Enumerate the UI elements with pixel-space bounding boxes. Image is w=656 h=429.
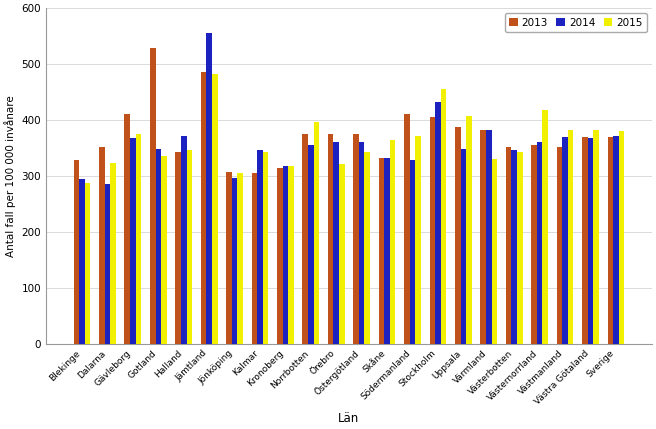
- Bar: [155, 149, 161, 344]
- Bar: [283, 166, 288, 344]
- Bar: [207, 33, 212, 344]
- Legend: 2013, 2014, 2015: 2013, 2014, 2015: [505, 13, 647, 32]
- Bar: [130, 139, 136, 344]
- Bar: [105, 184, 110, 344]
- Bar: [99, 147, 105, 344]
- Bar: [619, 131, 625, 344]
- Bar: [226, 172, 232, 344]
- Bar: [232, 178, 237, 344]
- Bar: [85, 183, 91, 344]
- Bar: [537, 142, 543, 344]
- Bar: [110, 163, 116, 344]
- Bar: [125, 114, 130, 344]
- Bar: [252, 173, 257, 344]
- Bar: [181, 136, 186, 344]
- Bar: [557, 147, 562, 344]
- Bar: [593, 130, 599, 344]
- Bar: [491, 159, 497, 344]
- Bar: [430, 117, 435, 344]
- Bar: [359, 142, 365, 344]
- Bar: [277, 168, 283, 344]
- Bar: [480, 130, 486, 344]
- Bar: [379, 158, 384, 344]
- Bar: [237, 173, 243, 344]
- Bar: [314, 122, 319, 344]
- Bar: [607, 137, 613, 344]
- Bar: [390, 139, 396, 344]
- Bar: [354, 134, 359, 344]
- Bar: [415, 136, 421, 344]
- Bar: [441, 89, 446, 344]
- Y-axis label: Antal fall per 100 000 invånare: Antal fall per 100 000 invånare: [4, 95, 16, 257]
- Bar: [161, 157, 167, 344]
- Bar: [136, 134, 141, 344]
- Bar: [568, 130, 573, 344]
- Bar: [263, 152, 268, 344]
- Bar: [506, 147, 512, 344]
- Bar: [466, 115, 472, 344]
- Bar: [79, 179, 85, 344]
- Bar: [333, 142, 339, 344]
- Bar: [201, 73, 207, 344]
- Bar: [588, 138, 593, 344]
- Bar: [543, 110, 548, 344]
- Bar: [517, 152, 523, 344]
- Bar: [339, 164, 344, 344]
- Bar: [365, 152, 370, 344]
- Bar: [302, 134, 308, 344]
- Bar: [288, 166, 294, 344]
- Bar: [212, 74, 218, 344]
- Bar: [486, 130, 491, 344]
- Bar: [404, 115, 410, 344]
- Bar: [531, 145, 537, 344]
- Bar: [455, 127, 461, 344]
- Bar: [512, 150, 517, 344]
- Bar: [175, 152, 181, 344]
- Bar: [384, 158, 390, 344]
- Bar: [257, 150, 263, 344]
- Bar: [562, 137, 568, 344]
- Bar: [308, 145, 314, 344]
- Bar: [328, 134, 333, 344]
- Bar: [582, 137, 588, 344]
- Bar: [73, 160, 79, 344]
- Bar: [435, 102, 441, 344]
- Bar: [186, 150, 192, 344]
- Bar: [410, 160, 415, 344]
- Bar: [461, 149, 466, 344]
- Bar: [150, 48, 155, 344]
- Bar: [613, 136, 619, 344]
- X-axis label: Län: Län: [338, 412, 359, 425]
